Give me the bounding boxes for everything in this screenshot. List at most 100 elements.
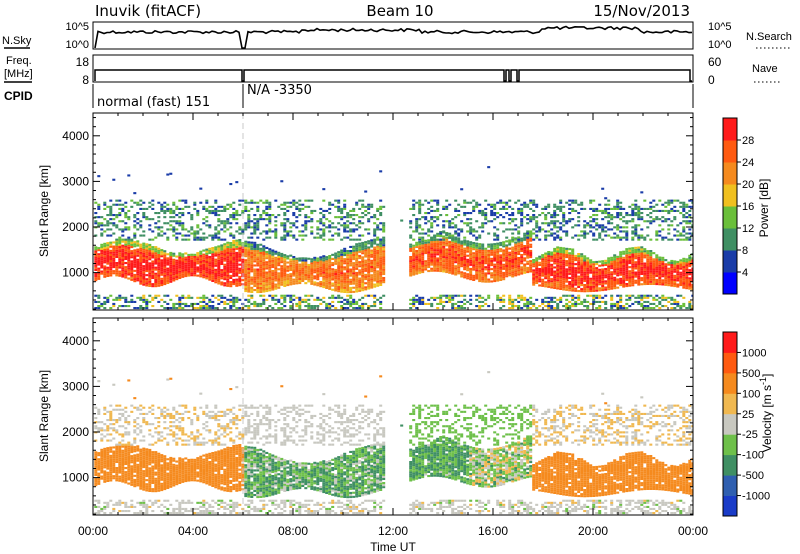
power-cell [295, 276, 299, 279]
power-cell [175, 205, 179, 208]
power-cell [478, 259, 482, 262]
power-cell [220, 238, 224, 241]
power-cell [508, 222, 512, 225]
power-cell [265, 267, 269, 270]
power-cell [448, 263, 452, 266]
power-cell [472, 248, 476, 251]
power-cell [217, 220, 221, 223]
power-cell [319, 258, 323, 261]
power-cell [532, 259, 536, 262]
power-cell [142, 283, 146, 286]
power-cell [256, 262, 260, 265]
power-cell [538, 268, 542, 271]
power-cell [622, 285, 626, 288]
power-cell [211, 236, 215, 239]
power-cell [340, 261, 344, 264]
power-cell [439, 302, 443, 305]
power-cell [274, 269, 278, 272]
power-cell [637, 216, 641, 219]
power-cell [220, 209, 224, 212]
power-cell [340, 276, 344, 279]
power-cell [478, 273, 482, 276]
power-cell [604, 280, 608, 283]
power-cell [511, 258, 515, 261]
power-cell [412, 255, 416, 258]
power-cell [331, 272, 335, 275]
power-cell [589, 269, 593, 272]
power-cell [193, 302, 197, 305]
power-cell [313, 271, 317, 274]
power-cell [241, 268, 245, 271]
power-cell [496, 238, 500, 241]
power-cell [94, 294, 98, 297]
power-cell [586, 286, 590, 289]
power-cell [616, 305, 620, 308]
power-cell [649, 222, 653, 225]
power-cell [133, 255, 137, 258]
power-cell [343, 207, 347, 210]
power-cell [292, 262, 296, 265]
power-cell [649, 252, 653, 255]
power-cell [580, 300, 584, 303]
power-cell [355, 228, 359, 231]
power-cell [610, 218, 614, 221]
power-cell [181, 228, 185, 231]
power-cell [520, 239, 524, 242]
power-cell [97, 305, 101, 308]
power-cell [415, 201, 419, 204]
power-cell [550, 272, 554, 275]
power-cell [238, 257, 242, 260]
power-cell [352, 274, 356, 277]
power-cell [136, 252, 140, 255]
power-cell [517, 305, 521, 308]
power-cell [256, 248, 260, 251]
power-cell [166, 277, 170, 280]
power-cell [244, 240, 248, 243]
power-cell [544, 264, 548, 267]
power-cell [649, 205, 653, 208]
power-cell [178, 276, 182, 279]
power-cell [115, 253, 119, 256]
power-cell [502, 305, 506, 308]
power-cell [247, 288, 251, 291]
power-cell [250, 268, 254, 271]
power-cell [466, 265, 470, 268]
power-cell [571, 250, 575, 253]
power-cell [481, 268, 485, 271]
power-cell [322, 255, 326, 258]
power-cell [463, 247, 467, 250]
power-cell [457, 203, 461, 206]
power-cell [616, 274, 620, 277]
power-cell [349, 209, 353, 212]
power-cell [109, 270, 113, 273]
power-cell [481, 222, 485, 225]
power-cell [184, 258, 188, 261]
power-cell [292, 256, 296, 259]
power-cell [517, 267, 521, 270]
power-cell [127, 240, 131, 243]
power-cell [487, 166, 491, 169]
power-cell [583, 305, 587, 308]
power-cell [607, 265, 611, 268]
power-cell [586, 224, 590, 227]
power-cell [364, 302, 368, 305]
power-cell [226, 245, 230, 248]
power-cell [226, 278, 230, 281]
power-cell [124, 251, 128, 254]
power-cell [457, 214, 461, 217]
power-cell [574, 256, 578, 259]
power-cell [616, 216, 620, 219]
power-cell [208, 276, 212, 279]
power-cell [616, 226, 620, 229]
power-cell [469, 226, 473, 229]
power-cell [460, 307, 464, 310]
power-cell [226, 250, 230, 253]
power-cell [538, 270, 542, 273]
power-cell [379, 207, 383, 210]
power-cell [604, 203, 608, 206]
power-cell [625, 214, 629, 217]
power-cell [322, 216, 326, 219]
power-cell [433, 251, 437, 254]
power-cell [553, 286, 557, 289]
power-cell [343, 268, 347, 271]
